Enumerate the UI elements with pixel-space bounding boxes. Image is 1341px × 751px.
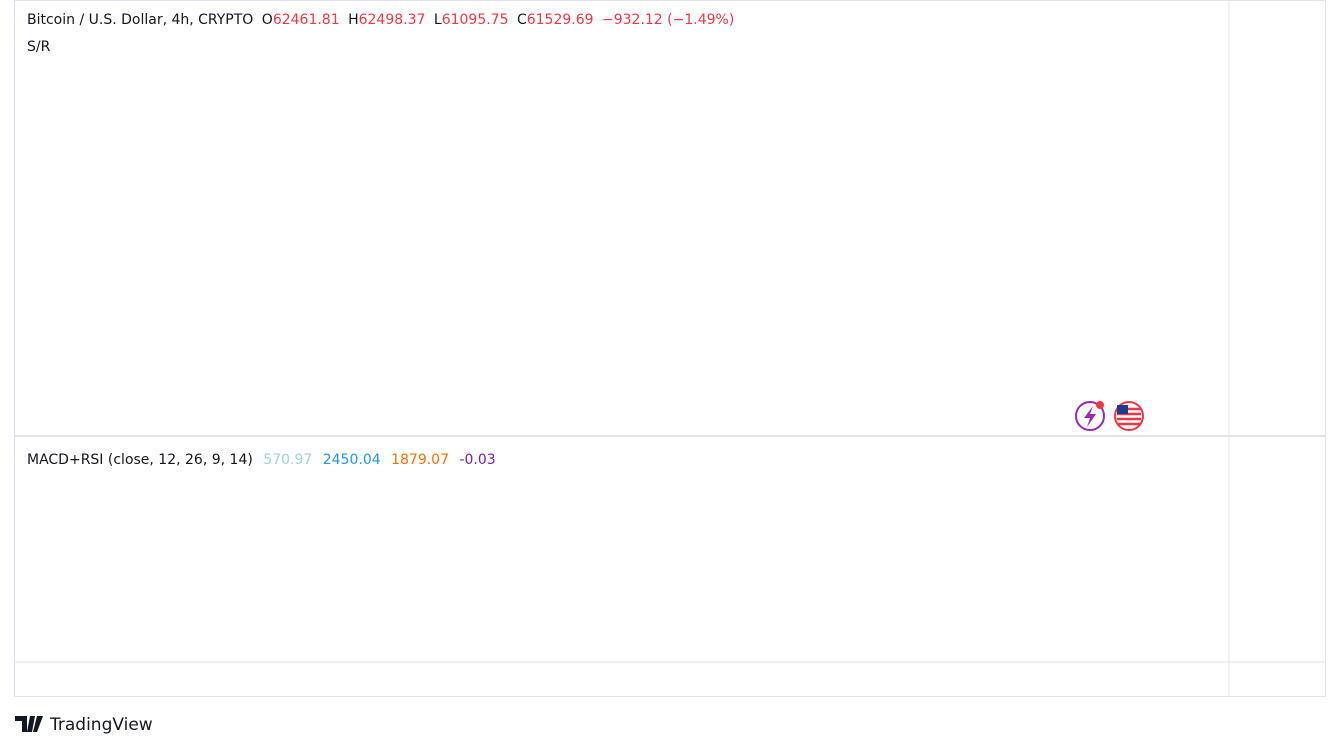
l-label: L	[434, 12, 442, 28]
signal-value: 1879.07	[391, 452, 449, 468]
macd-value: 2450.04	[323, 452, 381, 468]
flag-stripes	[1117, 407, 1141, 426]
badge	[1096, 401, 1104, 409]
h-label: H	[348, 12, 359, 28]
chart-frame	[14, 0, 1326, 697]
lightning-glyph	[1084, 406, 1096, 427]
flag-canton	[1117, 405, 1128, 414]
brand-logo	[15, 716, 43, 732]
rsi-value: -0.03	[459, 452, 495, 468]
hist-value: 570.97	[263, 452, 312, 468]
symbol: Bitcoin / U.S. Dollar, 4h, CRYPTO	[27, 12, 253, 28]
h-value: 62498.37	[359, 12, 426, 28]
macd-legend: MACD+RSI (close, 12, 26, 9, 14) 570.97 2…	[27, 452, 496, 468]
brand: TradingView	[15, 715, 153, 735]
macd-title: MACD+RSI (close, 12, 26, 9, 14)	[27, 452, 253, 468]
c-label: C	[517, 12, 527, 28]
change: −932.12 (−1.49%)	[602, 12, 734, 28]
o-value: 62461.81	[273, 12, 340, 28]
brand-name: TradingView	[49, 715, 153, 735]
l-value: 61095.75	[442, 12, 509, 28]
o-label: O	[262, 12, 273, 28]
c-value: 61529.69	[527, 12, 594, 28]
event-icons[interactable]	[1075, 401, 1144, 431]
header-legend: Bitcoin / U.S. Dollar, 4h, CRYPTO O62461…	[27, 12, 734, 28]
indicator-name: S/R	[27, 39, 51, 55]
